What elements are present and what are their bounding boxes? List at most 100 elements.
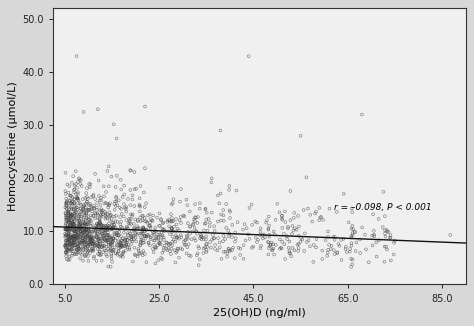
Point xyxy=(66,245,73,250)
Point xyxy=(356,250,364,256)
Point xyxy=(140,227,148,232)
Point xyxy=(93,221,100,226)
Point xyxy=(96,229,103,234)
Point xyxy=(130,226,138,231)
Point xyxy=(262,220,270,225)
Point xyxy=(127,202,134,208)
Point xyxy=(130,236,138,242)
Point xyxy=(64,241,72,246)
Point xyxy=(331,237,338,243)
Point xyxy=(297,239,304,244)
Point xyxy=(116,205,124,210)
Point xyxy=(74,236,82,241)
Point xyxy=(76,181,84,186)
Point xyxy=(225,246,232,251)
Point xyxy=(76,246,84,252)
Point xyxy=(77,224,85,230)
Point xyxy=(69,234,77,240)
Point xyxy=(67,241,74,246)
Point xyxy=(102,248,110,253)
Point xyxy=(261,235,269,240)
Point xyxy=(96,242,104,247)
Point xyxy=(118,238,126,243)
Point xyxy=(130,227,138,232)
Point xyxy=(145,241,152,246)
Point xyxy=(119,236,127,241)
Point xyxy=(209,232,217,238)
Point xyxy=(88,246,96,252)
Point xyxy=(99,231,106,236)
Point xyxy=(202,217,210,222)
Point xyxy=(345,220,353,225)
Point xyxy=(74,216,82,221)
Point xyxy=(283,236,291,242)
Point xyxy=(291,210,298,215)
Point xyxy=(111,199,119,204)
Point xyxy=(219,239,227,244)
Point xyxy=(106,200,114,206)
Point xyxy=(95,193,103,199)
Point xyxy=(62,227,69,232)
Point xyxy=(177,186,185,192)
Point xyxy=(335,241,342,246)
Point xyxy=(65,227,73,232)
Point xyxy=(130,233,137,238)
Point xyxy=(82,231,89,236)
Point xyxy=(202,237,210,242)
Point xyxy=(109,226,117,231)
Point xyxy=(206,220,214,225)
Point xyxy=(107,224,115,229)
Point xyxy=(91,228,99,233)
Point xyxy=(71,234,78,239)
Point xyxy=(111,225,118,230)
Point xyxy=(96,244,103,249)
Point xyxy=(95,241,102,246)
Point xyxy=(88,240,95,245)
Point xyxy=(200,237,208,242)
Point xyxy=(79,236,87,241)
Point xyxy=(316,205,323,211)
Point xyxy=(79,248,87,253)
Point xyxy=(172,250,180,255)
Point xyxy=(67,246,75,251)
Point xyxy=(108,256,115,261)
Point xyxy=(84,249,91,255)
Point xyxy=(333,209,341,215)
Point xyxy=(70,222,78,227)
Point xyxy=(96,252,103,257)
Point xyxy=(85,240,93,245)
Point xyxy=(324,250,331,255)
Point xyxy=(95,220,103,225)
Point xyxy=(80,233,87,239)
Point xyxy=(228,234,236,240)
Point xyxy=(193,231,201,236)
Point xyxy=(126,216,133,221)
Point xyxy=(86,221,93,226)
Point xyxy=(94,223,101,228)
Point xyxy=(71,213,79,218)
Point xyxy=(71,239,78,244)
Point xyxy=(69,244,76,249)
Point xyxy=(87,219,95,224)
Point xyxy=(73,195,81,200)
Point xyxy=(120,201,128,207)
Point xyxy=(83,185,91,191)
Point xyxy=(63,251,71,256)
Point xyxy=(137,239,145,244)
Point xyxy=(69,235,77,240)
Point xyxy=(160,220,167,225)
Point xyxy=(167,212,175,217)
Point xyxy=(87,195,95,200)
Point xyxy=(107,244,115,249)
Point xyxy=(91,243,99,248)
Point xyxy=(73,226,81,231)
Point xyxy=(272,217,279,222)
Point xyxy=(72,229,80,234)
Point xyxy=(109,220,117,225)
Point xyxy=(75,213,82,218)
Point xyxy=(70,239,78,244)
Point xyxy=(62,215,70,220)
Point xyxy=(146,220,154,225)
Point xyxy=(174,246,182,251)
Point xyxy=(87,239,94,244)
